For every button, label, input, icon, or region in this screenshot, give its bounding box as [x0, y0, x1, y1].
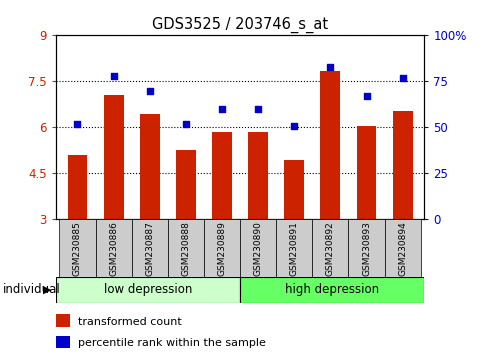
Bar — [131, 219, 167, 278]
Bar — [56, 277, 240, 303]
Text: GSM230887: GSM230887 — [145, 221, 154, 276]
Text: GSM230892: GSM230892 — [325, 221, 334, 276]
Point — [146, 88, 153, 93]
Bar — [320, 71, 340, 219]
Point — [109, 73, 117, 79]
Bar — [312, 219, 348, 278]
Bar — [167, 219, 203, 278]
Bar — [240, 219, 276, 278]
Point — [362, 93, 370, 99]
Point — [218, 106, 226, 112]
Bar — [59, 219, 95, 278]
Bar — [104, 95, 123, 219]
Text: GSM230890: GSM230890 — [253, 221, 262, 276]
Text: individual: individual — [2, 284, 60, 296]
Text: percentile rank within the sample: percentile rank within the sample — [77, 338, 265, 348]
Bar — [56, 314, 70, 327]
Bar — [212, 132, 231, 219]
Bar — [95, 219, 131, 278]
Text: GSM230891: GSM230891 — [289, 221, 298, 276]
Bar — [356, 126, 376, 219]
Point — [182, 121, 189, 127]
Text: GSM230886: GSM230886 — [109, 221, 118, 276]
Text: transformed count: transformed count — [77, 317, 181, 327]
Point — [74, 121, 81, 127]
Bar — [384, 219, 420, 278]
Bar — [248, 132, 268, 219]
Text: GSM230894: GSM230894 — [397, 221, 407, 276]
Point — [254, 106, 261, 112]
Bar — [284, 160, 303, 219]
Text: GSM230885: GSM230885 — [73, 221, 82, 276]
Text: low depression: low depression — [104, 284, 192, 296]
Text: GSM230889: GSM230889 — [217, 221, 226, 276]
Bar — [176, 150, 196, 219]
Bar — [392, 110, 412, 219]
Text: high depression: high depression — [285, 284, 378, 296]
Bar — [203, 219, 240, 278]
Bar — [67, 155, 87, 219]
Bar — [139, 114, 159, 219]
Bar — [276, 219, 312, 278]
Bar — [56, 336, 70, 348]
Text: ▶: ▶ — [43, 285, 51, 295]
Text: GSM230893: GSM230893 — [362, 221, 370, 276]
Point — [326, 64, 333, 69]
Title: GDS3525 / 203746_s_at: GDS3525 / 203746_s_at — [151, 16, 328, 33]
Point — [290, 123, 298, 129]
Point — [398, 75, 406, 81]
Bar — [240, 277, 424, 303]
Text: GSM230888: GSM230888 — [181, 221, 190, 276]
Bar — [348, 219, 384, 278]
